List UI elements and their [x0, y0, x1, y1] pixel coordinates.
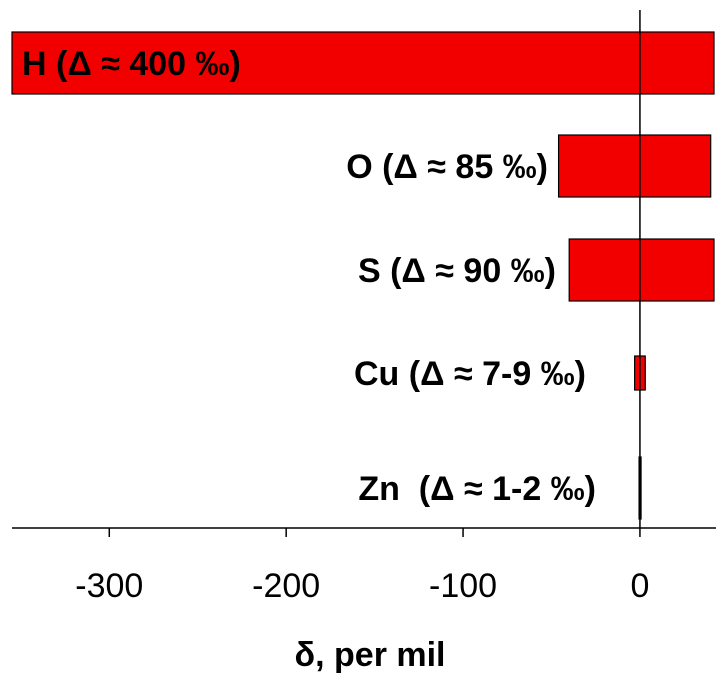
x-axis-ticks: -300 -200 -100 0	[75, 528, 649, 605]
x-tick-label: -100	[429, 567, 497, 605]
bar-label: Cu (Δ ≈ 7-9 ‰)	[354, 355, 586, 393]
bar-label: S (Δ ≈ 90 ‰)	[358, 252, 556, 290]
bars-layer	[11, 31, 715, 520]
x-tick-label: -200	[252, 567, 320, 605]
bar-label: Zn (Δ ≈ 1-2 ‰)	[358, 470, 596, 508]
bar-labels: H (Δ ≈ 400 ‰) O (Δ ≈ 85 ‰) S (Δ ≈ 90 ‰) Cu …	[22, 45, 596, 508]
bar-label: O (Δ ≈ 85 ‰)	[346, 148, 548, 186]
x-axis-label: δ, per mil	[295, 636, 446, 674]
bar	[557, 134, 712, 198]
bar	[568, 238, 715, 302]
x-tick-label: -300	[75, 567, 143, 605]
bar-label: H (Δ ≈ 400 ‰)	[22, 45, 241, 83]
bar	[11, 31, 715, 95]
x-tick-label: 0	[630, 567, 649, 605]
